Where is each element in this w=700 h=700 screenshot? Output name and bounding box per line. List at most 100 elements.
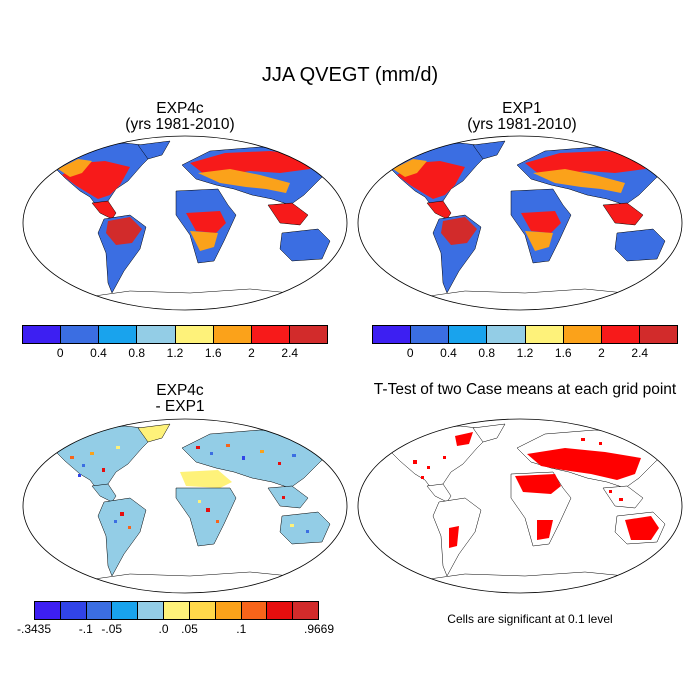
- colorbar-exp4c-tick-label: 0.4: [90, 346, 107, 360]
- colorbar-exp1-tick-label: 2: [598, 346, 605, 360]
- colorbar-exp1: [372, 325, 678, 344]
- colorbar-difference-swatch: [267, 602, 294, 619]
- map-border: [22, 418, 348, 594]
- greenland-land: [137, 423, 171, 443]
- antarctica-land: [59, 288, 311, 310]
- panel4-title: T-Test of two Case means at each grid po…: [373, 381, 677, 398]
- colorbar-exp4c-swatch: [99, 326, 138, 343]
- sig-region-eurasia: [527, 448, 641, 480]
- colorbar-exp4c-tick-label: 1.6: [204, 346, 222, 360]
- australia-land: [279, 511, 331, 545]
- southeast-asia-land: [267, 202, 309, 226]
- southeast-asia-land: [602, 202, 644, 226]
- antarctica-land: [394, 288, 646, 310]
- africa-mid: [190, 231, 218, 251]
- colorbar-exp4c-tick-label: 0: [56, 346, 64, 360]
- panel1-title-line2: (yrs 1981-2010): [125, 116, 235, 133]
- colorbar-exp1-swatch: [449, 326, 488, 343]
- colorbar-exp1-tick-label: 2.4: [631, 346, 649, 360]
- central-america-outline: [426, 483, 452, 503]
- south-america-high: [106, 217, 142, 245]
- panel3-title: EXP4c - EXP1: [30, 383, 330, 415]
- colorbar-exp4c-tick-label: 2: [248, 346, 255, 360]
- greenland-outline: [472, 423, 506, 443]
- panel3-title-line2: - EXP1: [155, 398, 205, 415]
- sig-region-australia: [625, 516, 659, 540]
- eurasia-high: [190, 151, 320, 175]
- colorbar-difference-swatch: [215, 602, 242, 619]
- colorbar-exp4c-tick-label: 2.4: [281, 346, 299, 360]
- colorbar-exp4c-tick-label: 1.2: [166, 346, 184, 360]
- colorbar-difference-swatch: [241, 602, 268, 619]
- colorbar-exp1-swatch: [601, 326, 640, 343]
- australia-land: [279, 228, 331, 262]
- colorbar-exp4c-swatch: [213, 326, 252, 343]
- colorbar-exp1-tick-label: 0: [406, 346, 414, 360]
- map-border: [357, 135, 683, 311]
- north-america-mid: [58, 159, 92, 177]
- difference-speckles: [70, 444, 309, 533]
- colorbar-exp1-swatch: [411, 326, 450, 343]
- sig-region-southamerica: [449, 526, 459, 548]
- panel2-title-line2: (yrs 1981-2010): [467, 116, 577, 133]
- panel3-title-line1: EXP4c: [156, 382, 204, 399]
- colorbar-difference-swatch: [293, 602, 318, 619]
- panel1-title: EXP4c (yrs 1981-2010): [30, 101, 330, 133]
- colorbar-difference-tick-label: -.3435: [16, 622, 52, 636]
- central-america-land: [91, 200, 117, 220]
- figure-title: JJA QVEGT (mm/d): [261, 64, 439, 86]
- panel2-title: EXP1 (yrs 1981-2010): [372, 101, 672, 133]
- map-border: [357, 418, 683, 594]
- colorbar-difference-swatch: [86, 602, 113, 619]
- panel2-title-line1: EXP1: [502, 100, 542, 117]
- africa-high: [186, 211, 226, 233]
- map-border: [22, 135, 348, 311]
- colorbar-difference-swatch: [112, 602, 139, 619]
- colorbar-exp4c-swatch: [175, 326, 214, 343]
- sig-region-africa: [515, 474, 561, 494]
- map-ttest: [357, 418, 683, 594]
- colorbar-difference-swatch: [60, 602, 87, 619]
- colorbar-difference-swatch: [189, 602, 216, 619]
- greenland-land: [472, 140, 506, 160]
- colorbar-difference: [34, 601, 319, 620]
- africa-high: [521, 211, 561, 233]
- colorbar-difference-swatch: [35, 602, 61, 619]
- colorbar-difference-tick-label: .0: [158, 622, 169, 636]
- colorbar-exp1-swatch: [563, 326, 602, 343]
- colorbar-difference-swatch: [138, 602, 165, 619]
- colorbar-exp4c-tick-label: 0.8: [128, 346, 146, 360]
- colorbar-exp4c-swatch: [251, 326, 290, 343]
- central-america-land: [91, 483, 117, 503]
- colorbar-difference-tick-label: .05: [181, 622, 198, 636]
- southeast-asia-land: [267, 485, 309, 509]
- sig-region-northamerica: [455, 432, 473, 446]
- australia-land: [614, 228, 666, 262]
- colorbar-difference-tick-label: .1: [236, 622, 247, 636]
- land-layer: [384, 140, 676, 310]
- colorbar-difference-swatch: [164, 602, 190, 619]
- colorbar-exp1-swatch: [487, 326, 526, 343]
- colorbar-exp4c-swatch: [61, 326, 100, 343]
- land-layer: [384, 423, 676, 593]
- africa-mid: [525, 231, 553, 251]
- significance-note: Cells are significant at 0.1 level: [447, 612, 613, 626]
- map-exp4c: [22, 135, 348, 311]
- significant-cells: [413, 432, 659, 548]
- eurasia-mid: [533, 169, 625, 193]
- sig-region-africa-south: [537, 520, 553, 540]
- greenland-land: [137, 140, 171, 160]
- north-america-mid: [393, 159, 427, 177]
- eurasia-high: [525, 151, 655, 175]
- land-layer: [49, 140, 341, 310]
- southeast-asia-outline: [602, 485, 644, 509]
- colorbar-exp1-swatch: [525, 326, 564, 343]
- colorbar-exp4c-swatch: [23, 326, 62, 343]
- sahara-band: [180, 470, 232, 488]
- panel1-title-line1: EXP4c: [156, 100, 204, 117]
- colorbar-difference-tick-label: -.1: [78, 622, 93, 636]
- colorbar-exp1-tick-label: 1.2: [516, 346, 534, 360]
- antarctica-land: [59, 571, 311, 593]
- colorbar-exp1-swatch: [639, 326, 677, 343]
- map-difference: [22, 418, 348, 594]
